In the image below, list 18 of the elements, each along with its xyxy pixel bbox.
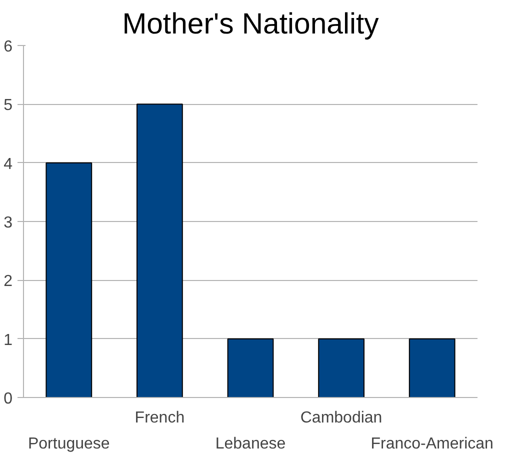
x-tick-label: Cambodian: [300, 410, 382, 426]
y-tick-label: 5: [4, 97, 13, 114]
y-tick-label: 2: [4, 273, 13, 290]
y-tick-label: 0: [4, 390, 13, 408]
x-tick-label: Franco-American: [370, 436, 494, 452]
x-tick-label: Portuguese: [28, 436, 110, 452]
y-tick-label: 6: [4, 38, 13, 56]
chart-title: Mother's Nationality: [122, 8, 380, 40]
y-tick-label: 4: [4, 156, 13, 173]
y-tick-label: 1: [4, 332, 13, 349]
x-tick-label: French: [134, 410, 185, 426]
y-tick-label: 3: [4, 214, 13, 232]
bar: [136, 104, 183, 398]
bar: [46, 162, 92, 398]
bar: [408, 338, 456, 398]
x-tick-label: Lebanese: [215, 436, 286, 452]
bar: [227, 338, 274, 398]
bar: [318, 338, 364, 398]
